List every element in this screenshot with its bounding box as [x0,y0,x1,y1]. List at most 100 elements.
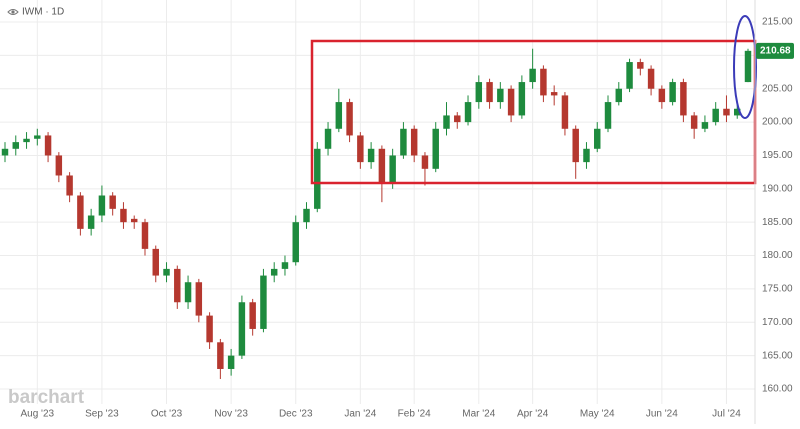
candle-body [454,115,461,123]
candle-body [55,155,63,176]
candle-body [227,355,235,369]
x-tick-label: Feb '24 [398,409,431,420]
candle-body [507,88,515,116]
x-tick-label: Nov '23 [214,409,248,420]
candle-body [324,128,332,149]
candle-body [281,262,289,269]
candle-body [626,62,633,89]
candle-body [23,138,30,143]
x-tick-label: Apr '24 [517,409,549,420]
candle-body [723,108,730,116]
y-tick-label: 195.00 [762,150,793,161]
candle-body [98,195,106,216]
candle-body [378,148,386,183]
candle-body [249,302,256,329]
last-price-box [756,42,794,59]
candle-body [475,82,483,103]
candle-body [647,68,655,89]
y-tick-label: 180.00 [762,250,793,261]
candle-body [238,302,246,356]
candle-body [44,135,52,156]
watermark: barchart [8,387,85,408]
x-tick-label: Sep '23 [85,409,119,420]
candle-body [87,215,95,229]
candle-body [572,128,579,163]
candle-body [389,155,396,183]
candle-body [314,148,321,209]
candle-body [346,102,353,136]
eye-icon [7,9,19,15]
candle-body [583,148,590,163]
candle-body [130,218,138,223]
candle-body [335,102,343,129]
y-tick-label: 175.00 [762,284,793,295]
candle-body [690,115,698,129]
candle-body [184,282,192,303]
x-tick-label: Jun '24 [646,409,678,420]
candle-body [270,268,278,276]
y-tick-label: 200.00 [762,117,793,128]
candle-body [615,88,623,103]
candle-body [604,102,612,129]
candle-body [518,82,526,116]
candles [1,48,752,379]
candle-body [680,82,687,116]
candle-body [734,108,741,116]
candle-body [432,128,439,169]
candle-body [77,195,84,229]
highlight-ellipse [733,15,757,119]
title-box: IWM · 1D [7,7,64,18]
candle-body [658,88,666,103]
y-tick-label: 190.00 [762,183,793,194]
x-tick-label: Jan '24 [344,409,376,420]
candle-body [109,195,116,209]
candle-body [637,62,644,69]
candle-body [260,275,267,329]
x-tick-label: Aug '23 [20,409,54,420]
candle-body [701,122,709,129]
candle-body [421,155,429,169]
candle-body [357,135,364,163]
x-tick-label: Jul '24 [712,409,741,420]
candle-body [174,268,181,303]
candle-body [163,268,170,276]
y-tick-label: 165.00 [762,350,793,361]
candle-body [443,115,450,129]
x-tick-label: Oct '23 [151,409,183,420]
candle-body [34,135,41,139]
last-price-label: 210.68 [760,45,791,56]
candle-body [669,82,676,103]
y-tick-label: 205.00 [762,83,793,94]
candle-body [367,148,375,163]
candle-body [152,248,159,276]
candle-body [141,222,149,249]
eye-pupil [11,10,15,14]
candle-body [400,128,407,156]
candle-body [486,82,493,103]
y-tick-label: 160.00 [762,384,793,395]
candle-body [712,108,719,123]
candle-body [561,95,569,129]
candle-body [195,282,203,316]
candle-body [66,175,73,196]
candle-body [550,92,558,96]
y-tick-label: 215.00 [762,17,793,28]
candle-body [497,88,504,103]
candle-body [303,208,310,223]
y-tick-label: 185.00 [762,217,793,228]
x-tick-label: Dec '23 [279,409,313,420]
candle-body [410,128,418,156]
candle-body [120,208,127,223]
candle-body [529,68,536,83]
x-tick-label: May '24 [580,409,615,420]
candle-body [292,222,299,263]
candle-body [744,50,752,83]
candle-body [464,102,472,123]
candle-body [594,128,601,149]
candle-body [206,315,213,343]
y-tick-label: 170.00 [762,317,793,328]
chart-title: IWM · 1D [22,7,64,18]
candle-body [217,342,224,369]
